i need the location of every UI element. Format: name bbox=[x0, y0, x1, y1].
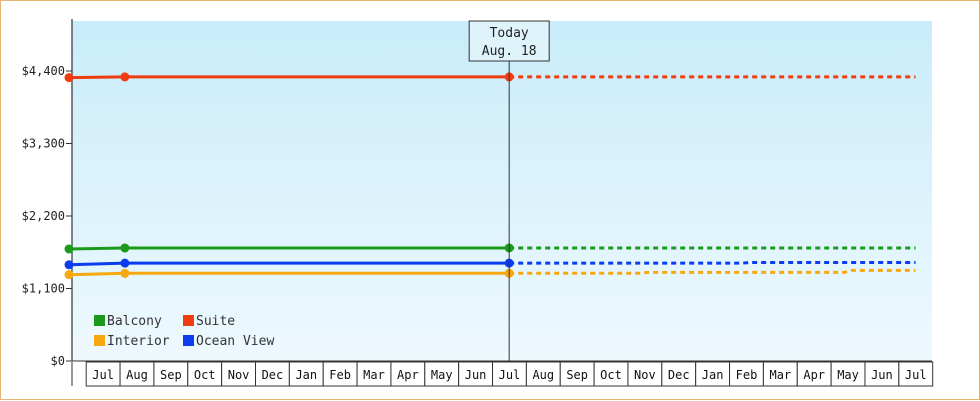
x-tick-label: Oct bbox=[600, 368, 622, 382]
month-cell bbox=[627, 361, 663, 387]
month-cell bbox=[187, 361, 223, 387]
x-tick-label: Nov bbox=[228, 368, 250, 382]
month-cell bbox=[695, 361, 731, 387]
month-cell bbox=[424, 361, 460, 387]
x-tick-label: Apr bbox=[397, 368, 419, 382]
x-tick-label: Apr bbox=[803, 368, 825, 382]
x-tick-label: Sep bbox=[160, 368, 182, 382]
x-tick-label: Sep bbox=[566, 368, 588, 382]
x-tick-label: Feb bbox=[736, 368, 758, 382]
y-tick-label: $0 bbox=[51, 354, 65, 368]
y-axis: $0 $1,100 $2,200 $3,300 $4,400 bbox=[22, 19, 73, 368]
legend-label-ocean-view: Ocean View bbox=[196, 334, 274, 349]
x-tick-label: Jan bbox=[702, 368, 724, 382]
series-ocean-view-line bbox=[68, 261, 510, 267]
month-cell bbox=[153, 361, 189, 387]
series-balcony-point bbox=[120, 243, 130, 253]
y-tick-label: $1,100 bbox=[22, 282, 65, 296]
legend-swatch-interior bbox=[94, 335, 105, 346]
plot-background bbox=[72, 21, 932, 361]
x-tick-label: Aug bbox=[532, 368, 554, 382]
month-cell bbox=[796, 361, 832, 387]
today-label: Today bbox=[490, 26, 529, 41]
month-cell bbox=[85, 361, 121, 387]
legend-swatch-balcony bbox=[94, 315, 105, 326]
series-balcony-point bbox=[64, 244, 74, 254]
series-interior-point bbox=[120, 268, 130, 278]
legend: Balcony Suite Interior Ocean View bbox=[94, 314, 274, 349]
series-ocean-view-projection bbox=[509, 261, 916, 265]
series-suite-point bbox=[120, 72, 130, 82]
series-ocean-view-point bbox=[64, 260, 74, 270]
month-cell bbox=[864, 361, 900, 387]
legend-label-balcony: Balcony bbox=[107, 314, 162, 329]
month-cell bbox=[119, 361, 155, 387]
series-layer bbox=[64, 72, 916, 280]
month-cell bbox=[593, 361, 629, 387]
month-cell bbox=[492, 361, 527, 387]
x-tick-label: Jul bbox=[905, 368, 927, 382]
x-axis: Jul Aug Sep Oct Nov Dec Jan Feb Mar Apr May Jun Jul A… bbox=[71, 360, 934, 387]
x-tick-label: Dec bbox=[668, 368, 690, 382]
x-tick-label: Jun bbox=[871, 368, 893, 382]
x-tick-label: Aug bbox=[126, 368, 148, 382]
today-marker: Today Aug. 18 bbox=[468, 20, 550, 361]
x-tick-label: May bbox=[431, 368, 453, 382]
today-label-box bbox=[468, 20, 550, 62]
month-cell bbox=[525, 361, 561, 387]
month-cell bbox=[356, 361, 392, 387]
month-cell bbox=[729, 361, 764, 387]
x-tick-label: Mar bbox=[769, 368, 791, 382]
series-interior-line bbox=[68, 271, 510, 277]
x-tick-label: Feb bbox=[329, 368, 351, 382]
y-tick-label: $3,300 bbox=[22, 137, 65, 151]
x-tick-label: Mar bbox=[363, 368, 385, 382]
x-tick-label: Jul bbox=[92, 368, 114, 382]
y-tick-label: $4,400 bbox=[22, 64, 65, 78]
y-tick-label: $2,200 bbox=[22, 209, 65, 223]
x-tick-label: Oct bbox=[194, 368, 216, 382]
series-ocean-view-point bbox=[120, 258, 130, 268]
series-suite-line bbox=[68, 75, 510, 80]
series-balcony-line bbox=[68, 246, 510, 251]
series-suite-point bbox=[64, 73, 74, 83]
month-cell bbox=[762, 361, 798, 387]
month-cell bbox=[830, 361, 866, 387]
legend-swatch-ocean-view bbox=[183, 335, 194, 346]
x-tick-label: Jul bbox=[499, 368, 521, 382]
x-tick-label: May bbox=[837, 368, 859, 382]
x-tick-label: Dec bbox=[262, 368, 284, 382]
month-cell bbox=[255, 361, 290, 387]
month-cell bbox=[898, 361, 934, 387]
x-tick-label: Jun bbox=[465, 368, 487, 382]
x-tick-label: Jan bbox=[295, 368, 317, 382]
legend-label-suite: Suite bbox=[196, 314, 235, 329]
legend-swatch-suite bbox=[183, 315, 194, 326]
series-interior-projection bbox=[509, 268, 916, 275]
series-interior-point bbox=[64, 270, 74, 280]
month-cell bbox=[221, 361, 256, 387]
x-tick-label: Nov bbox=[634, 368, 656, 382]
legend-label-interior: Interior bbox=[107, 334, 170, 349]
today-date: Aug. 18 bbox=[482, 44, 537, 59]
